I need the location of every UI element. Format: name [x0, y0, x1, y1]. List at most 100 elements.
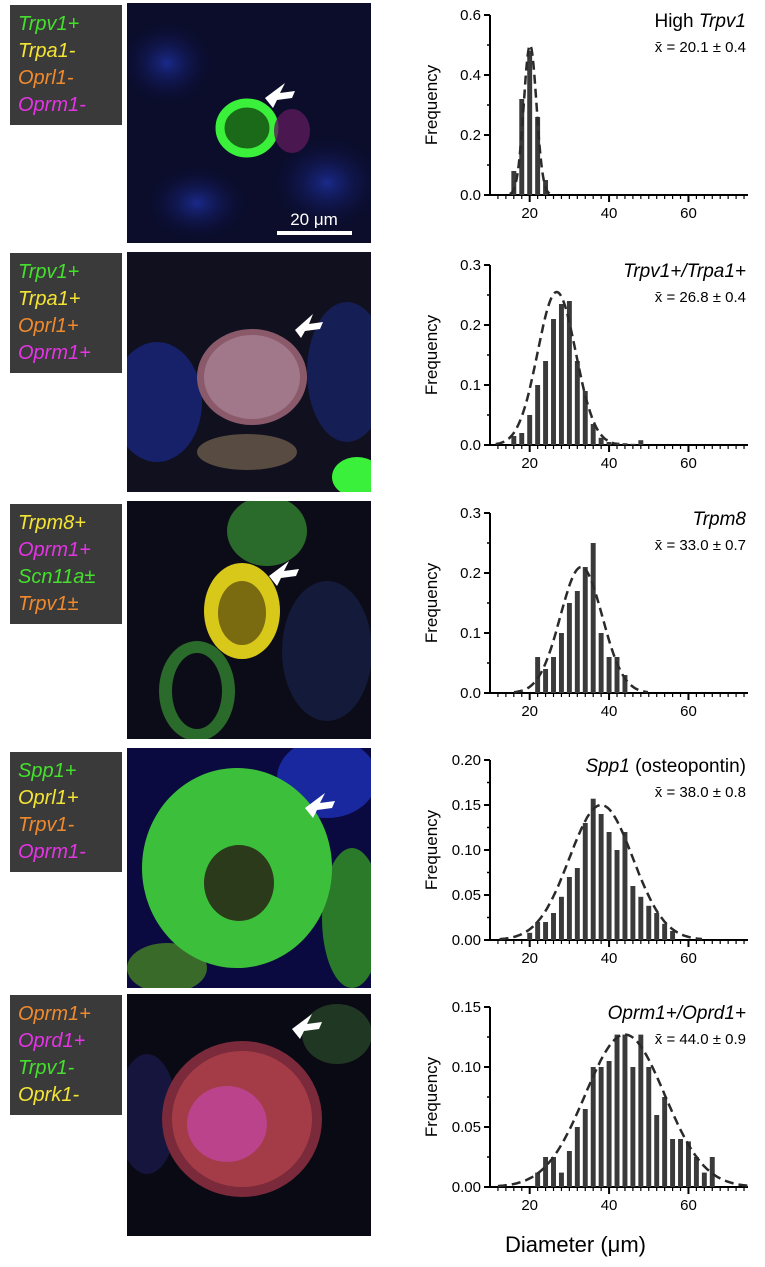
y-tick-label: 0.2: [460, 565, 481, 582]
x-axis-title: Diameter (μm): [505, 1232, 647, 1257]
y-tick-label: 0.10: [452, 842, 481, 859]
histogram-bar: [535, 922, 541, 940]
histogram-bar: [614, 1034, 620, 1187]
y-tick-label: 0.3: [460, 505, 481, 522]
histogram-bar: [670, 1139, 676, 1187]
gene-label: Oprm1+: [18, 342, 91, 364]
x-tick-label: 20: [521, 1197, 538, 1214]
histogram-bar: [654, 913, 660, 940]
arrow-icon: [292, 1014, 322, 1039]
histogram-bar: [662, 923, 668, 940]
histogram-title: Trpm8: [693, 509, 747, 530]
gene-label: Oprl1-: [18, 67, 74, 89]
histogram-bar: [638, 896, 644, 940]
x-tick-label: 20: [521, 950, 538, 967]
histogram-bar: [543, 922, 549, 940]
gene-label: Oprd1+: [18, 1030, 86, 1052]
x-tick-label: 20: [521, 703, 538, 720]
gene-label: Trpv1-: [18, 814, 75, 836]
mean-label: x̄ = 33.0 ± 0.7: [655, 537, 746, 554]
micrograph-5: [127, 994, 371, 1236]
gene-label: Oprm1-: [18, 94, 86, 116]
histogram-bar: [646, 1067, 652, 1187]
histogram-bar: [566, 301, 572, 445]
y-tick-label: 0.3: [460, 257, 481, 274]
gene-label: Oprk1-: [18, 1084, 80, 1106]
histogram-2: 0.0 0.1 0.2 0.3 20 40 60 Frequency Trpv1+/Trpa1+…: [422, 257, 748, 472]
histogram-bar: [566, 1151, 572, 1187]
histogram-bar: [614, 442, 620, 445]
histogram-bar: [535, 385, 541, 445]
histogram-bar: [558, 304, 564, 445]
histogram-bar: [551, 657, 556, 693]
arrow-icon: [305, 793, 335, 818]
histogram-bar: [606, 442, 612, 445]
histogram-bar: [638, 1034, 644, 1187]
x-tick-label: 40: [601, 950, 618, 967]
histogram-bar: [654, 1115, 660, 1187]
gene-label: Oprl1+: [18, 787, 79, 809]
histogram-bar: [543, 1157, 549, 1187]
y-tick-label: 0.1: [460, 625, 481, 642]
histogram-bar: [622, 675, 628, 693]
x-tick-label: 60: [680, 455, 697, 472]
y-tick-label: 0.0: [460, 187, 481, 204]
histogram-bar: [527, 415, 533, 445]
histogram-1: 0.0 0.2 0.4 0.6 20 40 60 Frequency High Trpv1 x̄ …: [422, 7, 748, 222]
histogram-bar: [598, 633, 604, 693]
histogram-bar: [574, 591, 580, 693]
histogram-bar: [582, 823, 588, 940]
histogram-bar: [551, 913, 556, 940]
histogram-bar: [598, 1067, 604, 1187]
histogram-bar: [685, 1141, 691, 1187]
histogram-bar: [630, 886, 636, 940]
histogram-bar: [709, 1157, 715, 1187]
histogram-bar: [558, 1172, 564, 1187]
histogram-bar: [638, 440, 644, 445]
histogram-bar: [535, 657, 541, 693]
histogram-bar: [701, 1172, 707, 1187]
panel-row-4: Spp1+ Oprl1+ Trpv1- Oprm1- 0.00 0.05 0.10 0…: [0, 745, 765, 990]
y-tick-label: 0.00: [452, 932, 481, 949]
x-tick-label: 60: [680, 703, 697, 720]
gene-label: Trpa1-: [18, 40, 76, 62]
y-tick-label: 0.1: [460, 377, 481, 394]
micrograph-3: [127, 501, 371, 739]
histogram-bar: [693, 1157, 699, 1187]
x-tick-label: 40: [601, 1197, 618, 1214]
y-tick-label: 0.2: [460, 317, 481, 334]
gene-label: Trpv1-: [18, 1057, 75, 1079]
histogram-bar: [551, 319, 556, 445]
y-axis-label: Frequency: [422, 314, 441, 395]
histogram-bar: [614, 657, 620, 693]
histogram-bar: [551, 1157, 556, 1187]
mean-label: x̄ = 26.8 ± 0.4: [655, 289, 746, 306]
y-tick-label: 0.0: [460, 437, 481, 454]
y-tick-label: 0.05: [452, 1119, 481, 1136]
histogram-bar: [582, 1109, 588, 1187]
histogram-bar: [606, 832, 612, 940]
x-tick-label: 20: [521, 455, 538, 472]
mean-label: x̄ = 38.0 ± 0.8: [655, 784, 746, 801]
y-tick-label: 0.15: [452, 999, 481, 1016]
histogram-bar: [622, 1034, 628, 1187]
y-tick-label: 0.05: [452, 887, 481, 904]
arrow-icon: [269, 561, 299, 586]
micrograph-4: [127, 748, 371, 988]
histogram-bar: [527, 932, 533, 940]
scale-bar-label: 20 μm: [290, 210, 338, 229]
y-tick-label: 0.00: [452, 1179, 481, 1196]
histogram-bar: [527, 51, 533, 195]
histogram-bar: [622, 443, 628, 445]
histogram-bar: [511, 436, 517, 445]
histogram-bar: [590, 798, 596, 940]
micrograph-2: [127, 252, 371, 492]
y-tick-label: 0.10: [452, 1059, 481, 1076]
mean-label: x̄ = 20.1 ± 0.4: [655, 39, 746, 56]
histogram-bar: [606, 1061, 612, 1187]
gene-label: Trpv1±: [18, 593, 79, 615]
gene-label-box-4: Spp1+ Oprl1+ Trpv1- Oprm1-: [10, 752, 122, 872]
y-axis-label: Frequency: [422, 562, 441, 643]
gaussian-fit-curve: [513, 565, 649, 694]
gene-label-box-2: Trpv1+ Trpa1+ Oprl1+ Oprm1+: [10, 253, 122, 373]
